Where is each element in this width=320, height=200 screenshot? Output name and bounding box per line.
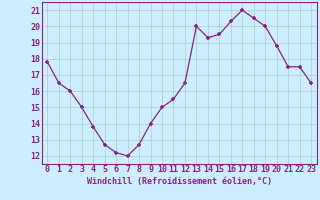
X-axis label: Windchill (Refroidissement éolien,°C): Windchill (Refroidissement éolien,°C) (87, 177, 272, 186)
